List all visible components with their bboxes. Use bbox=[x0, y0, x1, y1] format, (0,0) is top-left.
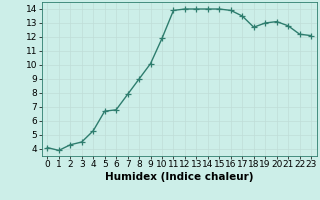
X-axis label: Humidex (Indice chaleur): Humidex (Indice chaleur) bbox=[105, 172, 253, 182]
